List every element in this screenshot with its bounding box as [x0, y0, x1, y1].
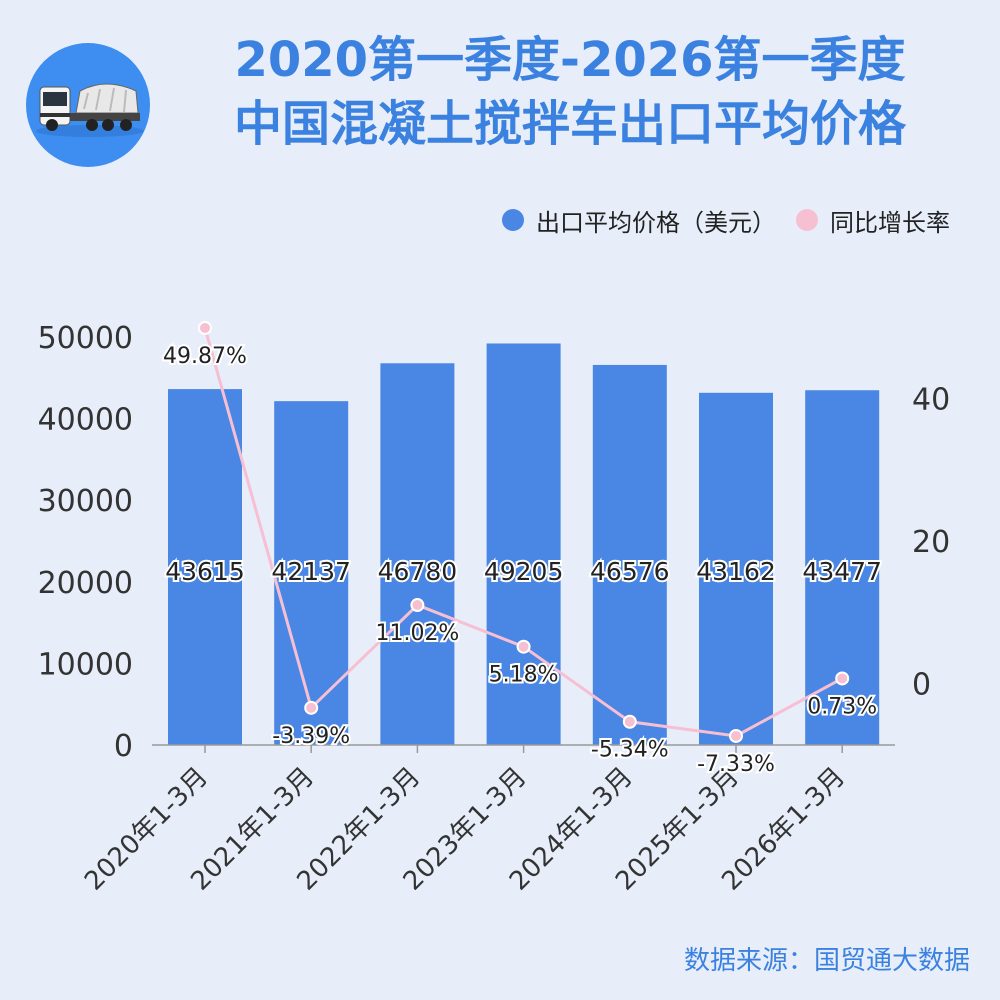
- growth-value-label: -7.33%: [697, 752, 775, 777]
- legend-label-price: 出口平均价格（美元）: [536, 208, 776, 237]
- chart-title-line2: 中国混凝土搅拌车出口平均价格: [233, 96, 906, 152]
- bar-value-label: 42137: [271, 557, 351, 586]
- y-left-tick-label: 10000: [38, 647, 133, 682]
- logo-badge: [26, 43, 150, 167]
- y-left-tick-label: 40000: [38, 403, 133, 438]
- bar-value-label: 43615: [165, 557, 245, 586]
- bar: [805, 390, 880, 745]
- bar: [168, 389, 242, 745]
- legend-item-price: 出口平均价格（美元）: [502, 203, 776, 238]
- growth-point: [835, 671, 850, 686]
- bar: [592, 364, 667, 745]
- growth-point: [516, 639, 531, 654]
- y-right-tick-label: 40: [912, 382, 950, 417]
- growth-point: [410, 598, 425, 613]
- growth-point: [729, 728, 743, 743]
- chart-legend: 出口平均价格（美元） 同比增长率: [502, 200, 950, 240]
- bar-value-label: 43477: [802, 557, 882, 586]
- growth-value-label: 5.18%: [489, 663, 559, 688]
- growth-value-label: -3.39%: [272, 724, 350, 749]
- bar: [380, 363, 455, 745]
- y-left-tick-label: 50000: [38, 321, 133, 356]
- bar: [274, 401, 349, 745]
- bar-value-label: 49205: [484, 557, 564, 586]
- legend-item-growth: 同比增长率: [796, 203, 950, 238]
- bar-value-label: 46576: [590, 557, 670, 586]
- y-right-tick-label: 0: [912, 668, 931, 703]
- legend-label-growth: 同比增长率: [830, 208, 950, 237]
- y-left-tick-label: 20000: [38, 566, 133, 601]
- growth-point: [622, 714, 637, 729]
- y-left-tick-label: 30000: [38, 484, 133, 519]
- legend-swatch-price: [502, 209, 524, 231]
- mixer-truck-icon: [36, 83, 144, 137]
- bar: [699, 392, 773, 745]
- growth-value-label: -5.34%: [591, 738, 669, 763]
- bar-value-label: 43162: [696, 557, 776, 586]
- growth-value-label: 11.02%: [375, 621, 459, 646]
- y-left-tick-label: 0: [114, 729, 133, 764]
- bar: [486, 343, 561, 745]
- legend-swatch-growth: [796, 209, 818, 231]
- data-source: 数据来源：国贸通大数据: [683, 946, 970, 976]
- bar-value-label: 46780: [378, 557, 458, 586]
- chart-title-line1: 2020第一季度-2026第一季度: [234, 32, 906, 88]
- growth-value-label: 49.87%: [163, 344, 247, 369]
- growth-point: [198, 320, 212, 335]
- growth-value-label: 0.73%: [807, 694, 877, 719]
- y-right-tick-label: 20: [912, 525, 950, 560]
- growth-point: [304, 700, 319, 715]
